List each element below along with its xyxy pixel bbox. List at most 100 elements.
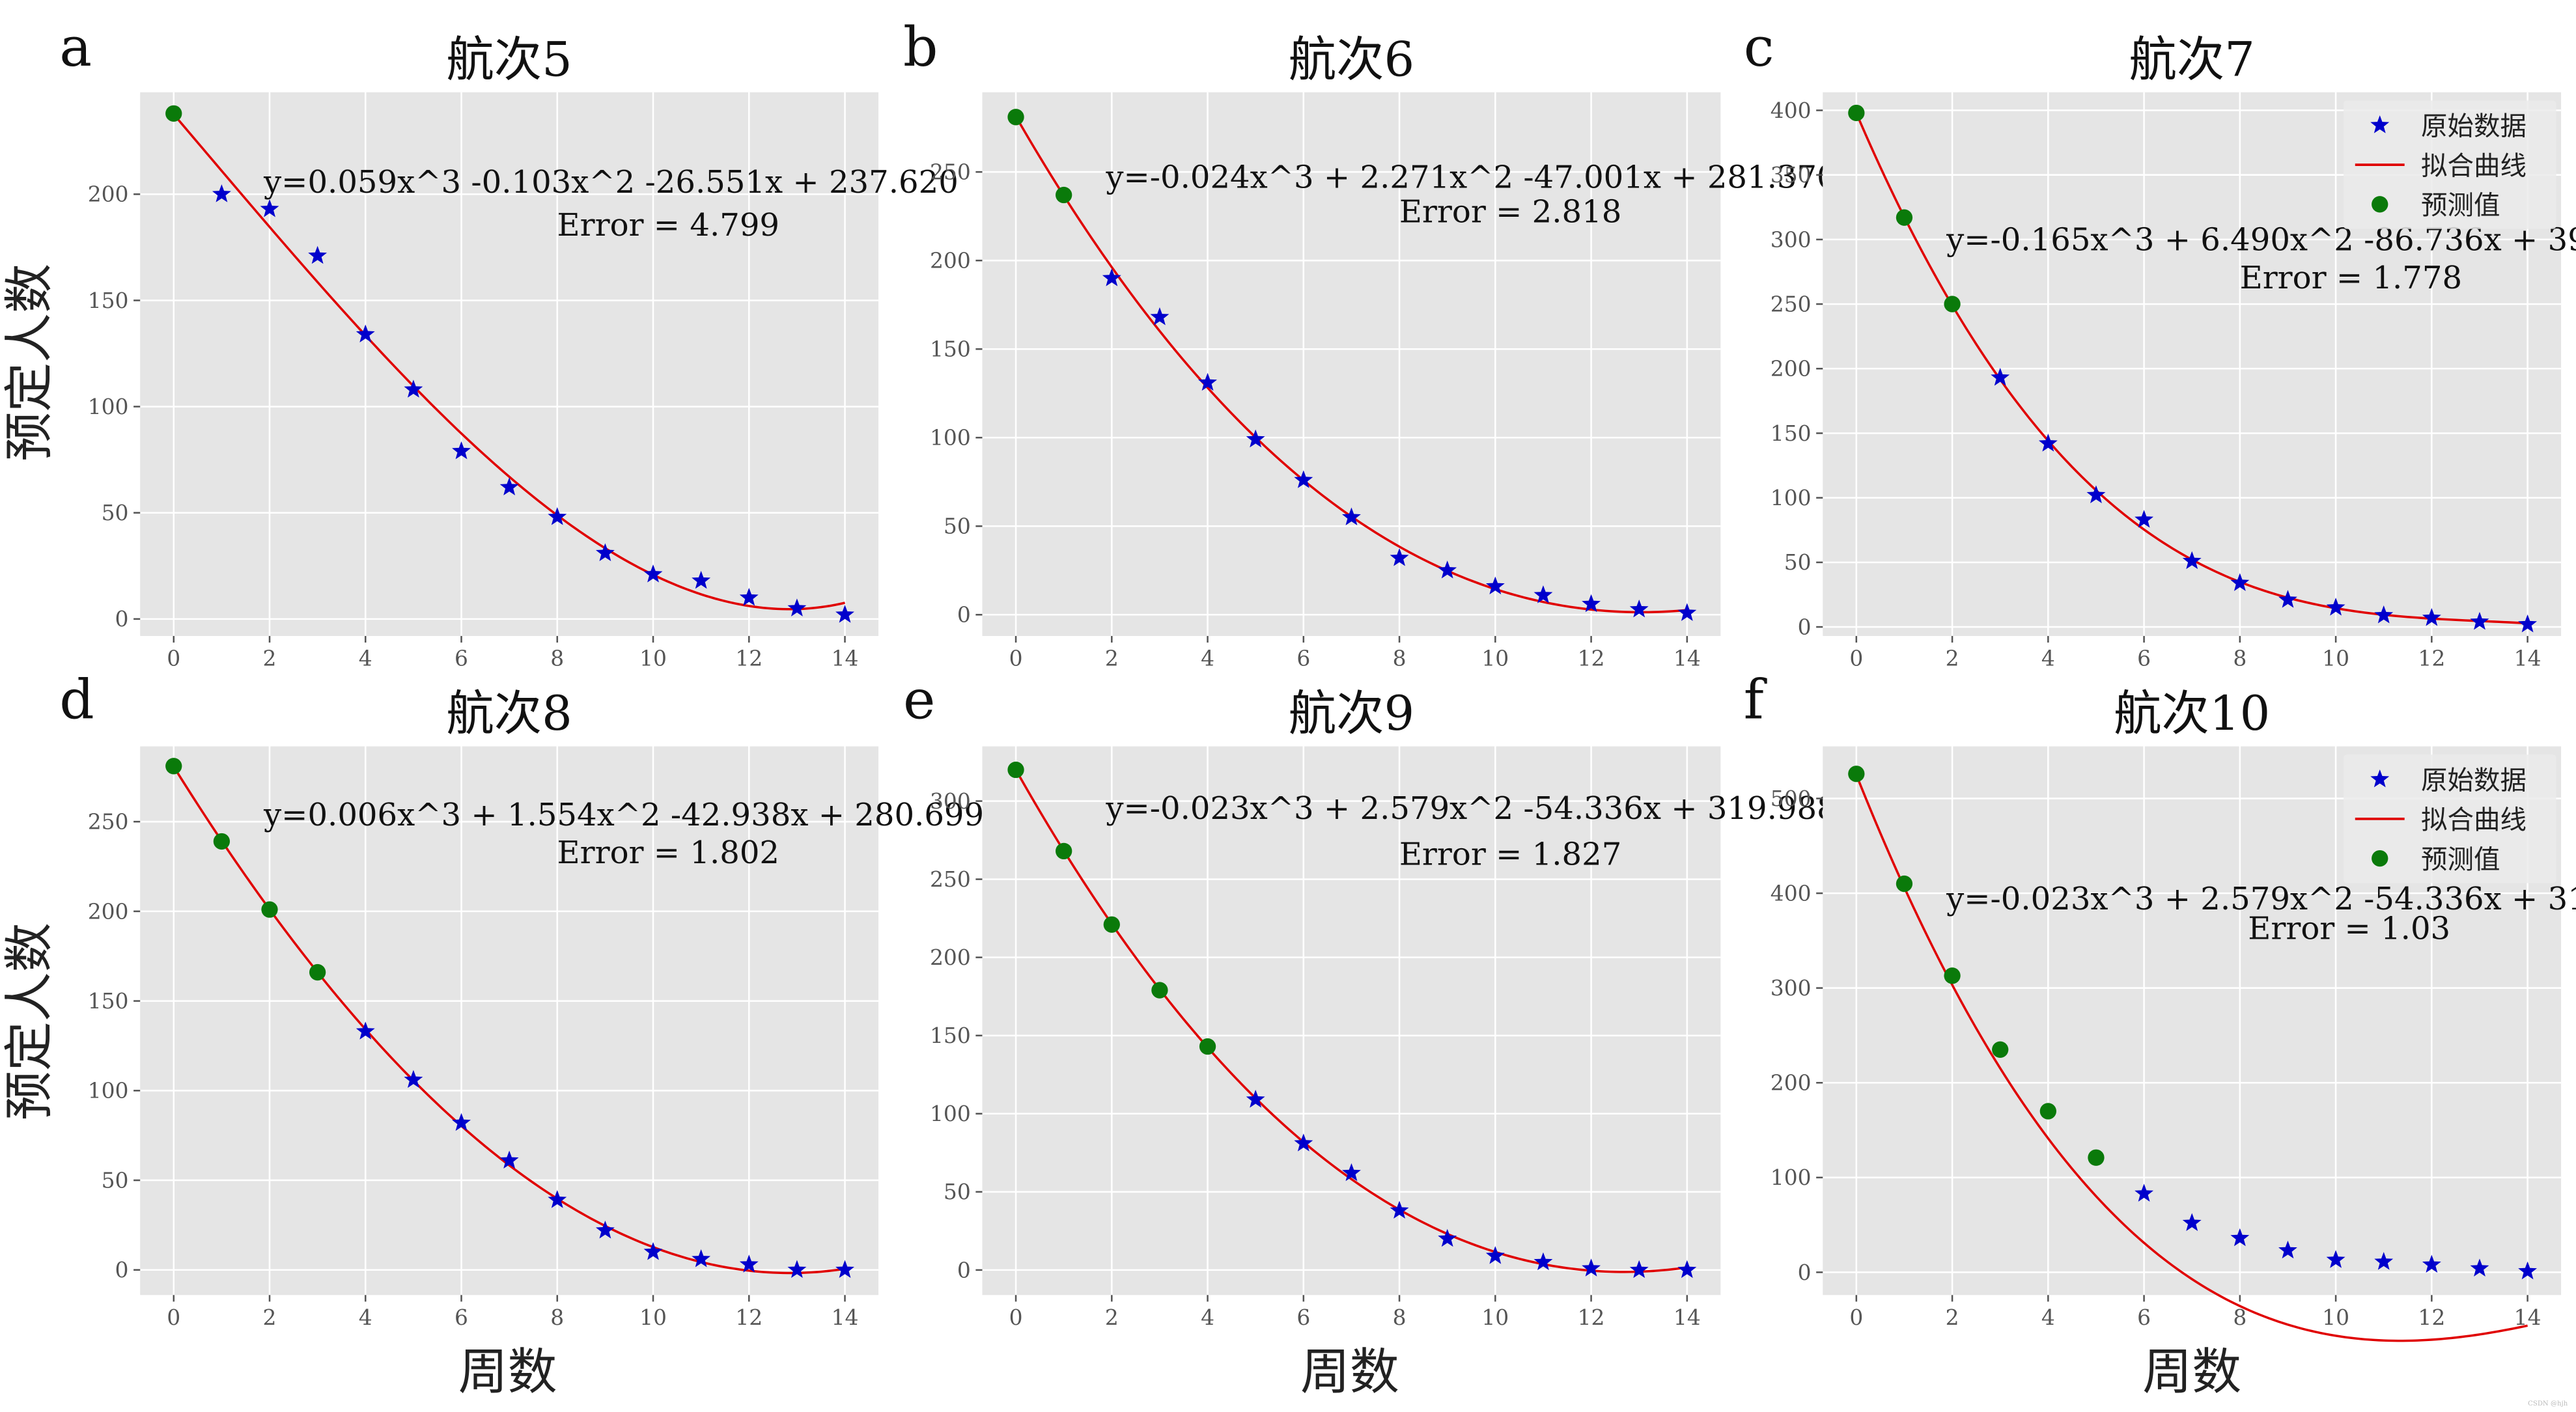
raw-data-point <box>2135 1184 2154 1202</box>
x-tick-label: 12 <box>2418 1305 2445 1330</box>
predicted-point <box>309 963 326 981</box>
y-tick-label: 150 <box>88 988 129 1014</box>
chart-panel-b: 0 2 4 6 8 10 12 14 0 50 100 150 200 250 y=-0.024x^3 + … <box>903 15 1837 671</box>
y-tick-label: 0 <box>957 602 971 628</box>
plot-area <box>982 746 1721 1295</box>
raw-data-point <box>1246 1089 1265 1108</box>
x-tick-label: 2 <box>263 1305 277 1330</box>
x-tick-label: 4 <box>1201 645 1214 671</box>
predicted-point <box>1007 761 1024 779</box>
y-tick-label: 200 <box>930 945 971 970</box>
raw-data-point <box>1533 585 1553 603</box>
x-tick-label: 0 <box>1849 1305 1863 1330</box>
raw-data-point <box>643 1242 663 1260</box>
predicted-point <box>2039 1103 2056 1120</box>
raw-data-point <box>2422 1254 2441 1273</box>
x-axis-label: 周数 <box>1300 1344 1399 1401</box>
predicted-point <box>1944 967 1961 984</box>
raw-data-point <box>2135 510 2154 528</box>
plot-area <box>140 92 879 636</box>
error-label: Error = 4.799 <box>557 207 779 243</box>
raw-data-point <box>1390 548 1409 566</box>
raw-data-point <box>404 380 423 398</box>
x-tick-label: 10 <box>2322 645 2349 671</box>
raw-data-point <box>499 477 519 495</box>
predicted-point <box>1848 104 1865 122</box>
predicted-point <box>165 758 182 775</box>
predicted-point <box>261 901 278 918</box>
y-tick-label: 100 <box>930 1101 971 1126</box>
raw-data-point <box>787 598 807 616</box>
fit-equation: y=0.059x^3 -0.103x^2 -26.551x + 237.620 <box>263 164 959 201</box>
predicted-point <box>1896 875 1913 893</box>
panel-letter: f <box>1744 667 1767 731</box>
y-tick-label: 500 <box>1771 786 1812 811</box>
raw-data-point <box>1341 1163 1361 1182</box>
y-tick-label: 150 <box>930 1023 971 1048</box>
x-tick-label: 14 <box>832 645 859 671</box>
raw-data-point <box>1533 1252 1553 1271</box>
raw-data-point <box>1485 576 1505 595</box>
raw-data-point <box>1390 1200 1409 1219</box>
raw-data-point <box>595 1220 615 1239</box>
raw-data-point <box>452 1113 471 1131</box>
raw-data-point <box>1294 470 1313 488</box>
raw-data-point <box>1438 1228 1457 1247</box>
y-tick-label: 200 <box>88 182 129 207</box>
y-tick-label: 100 <box>1771 485 1812 510</box>
star-marker-icon <box>2370 115 2390 133</box>
raw-data-point <box>548 1190 567 1208</box>
y-tick-label: 50 <box>102 500 129 525</box>
error-label: Error = 1.827 <box>1399 837 1621 873</box>
x-tick-label: 12 <box>2418 645 2445 671</box>
raw-data-point <box>1198 372 1217 391</box>
chart-title: 航次7 <box>2129 32 2254 87</box>
x-tick-label: 12 <box>1578 1305 1605 1330</box>
raw-data-point <box>2182 1213 2202 1231</box>
panel-letter: c <box>1744 15 1774 79</box>
x-tick-label: 0 <box>1849 645 1863 671</box>
error-label: Error = 1.802 <box>557 835 779 871</box>
fit-equation: y=-0.023x^3 + 2.579x^2 -54.336x + 319.98… <box>1105 790 1836 827</box>
x-tick-label: 6 <box>1296 645 1310 671</box>
x-tick-label: 10 <box>639 645 667 671</box>
y-tick-label: 100 <box>88 394 129 419</box>
predicted-point <box>1056 186 1072 204</box>
y-tick-label: 250 <box>930 866 971 892</box>
error-label: Error = 1.778 <box>2240 260 2462 296</box>
x-tick-label: 2 <box>1946 1305 1959 1330</box>
x-tick-label: 10 <box>2322 1305 2349 1330</box>
chart-title: 航次8 <box>446 686 572 741</box>
raw-data-point <box>2518 1261 2538 1280</box>
fit-curve <box>1855 774 2528 1342</box>
legend-label: 拟合曲线 <box>2421 150 2527 181</box>
y-tick-label: 0 <box>1798 614 1812 639</box>
x-tick-label: 14 <box>832 1305 859 1330</box>
circle-marker-icon <box>2372 196 2388 213</box>
y-tick-label: 250 <box>1771 291 1812 316</box>
x-tick-label: 6 <box>455 1305 468 1330</box>
raw-data-point <box>356 1021 375 1040</box>
plot-area <box>140 746 879 1295</box>
chart-title: 航次10 <box>2114 686 2270 741</box>
raw-data-point <box>692 1249 711 1267</box>
y-tick-label: 100 <box>88 1078 129 1103</box>
y-tick-label: 300 <box>1771 227 1812 252</box>
raw-data-point <box>739 588 759 606</box>
legend-box <box>2344 754 2556 883</box>
x-tick-label: 8 <box>2233 645 2247 671</box>
star-marker-icon <box>2370 769 2390 788</box>
raw-data-point <box>1582 594 1601 613</box>
raw-data-point <box>787 1260 807 1279</box>
y-tick-label: 400 <box>1771 881 1812 906</box>
predicted-point <box>1056 842 1072 860</box>
x-tick-label: 12 <box>735 1305 763 1330</box>
x-tick-label: 12 <box>1578 645 1605 671</box>
y-tick-label: 0 <box>115 606 129 631</box>
x-axis-label: 周数 <box>2142 1344 2241 1401</box>
x-tick-label: 8 <box>1393 645 1407 671</box>
y-tick-label: 150 <box>930 337 971 362</box>
raw-data-point <box>835 1260 854 1279</box>
fit-equation: y=0.006x^3 + 1.554x^2 -42.938x + 280.699 <box>263 797 984 833</box>
